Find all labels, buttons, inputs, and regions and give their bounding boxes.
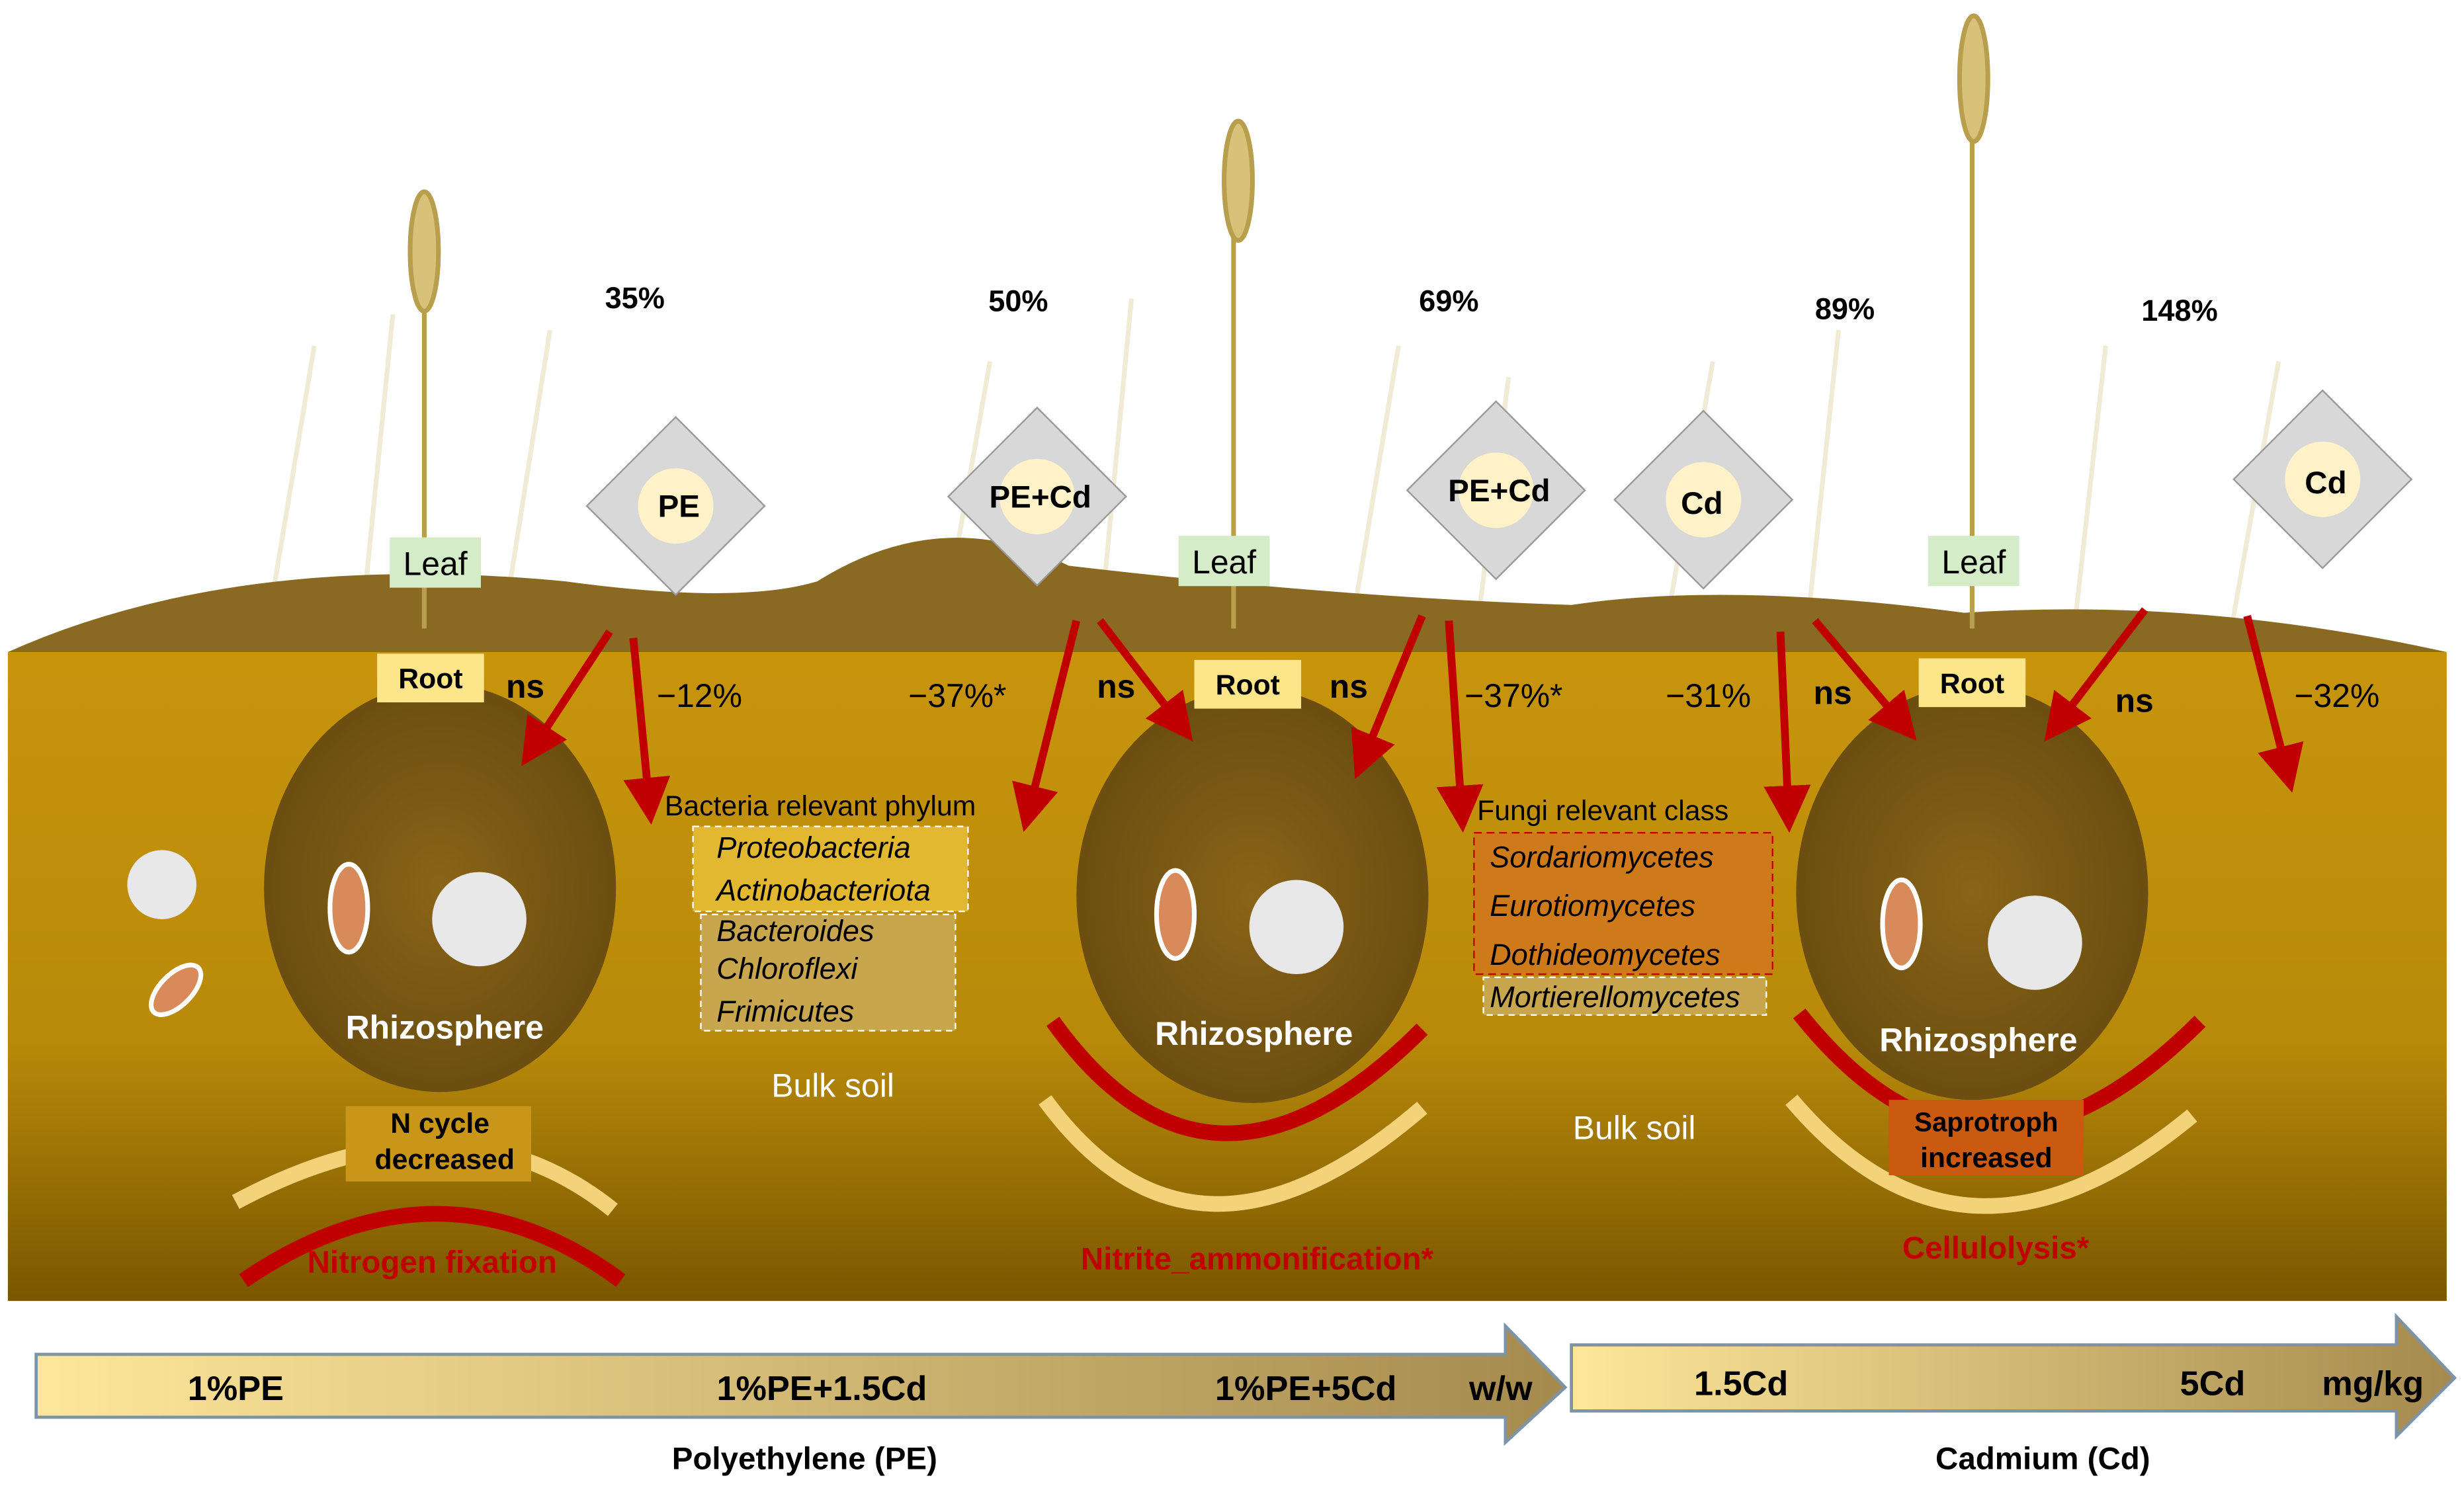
panel-box-line2: decreased [375,1144,515,1176]
pe-axis-title: Polyethylene (PE) [672,1441,937,1476]
fungi-box [1482,976,1767,1016]
effect-label: ns [1097,668,1135,705]
function-label: Nitrogen fixation [308,1245,557,1280]
fungi-item: Eurotiomycetes [1490,889,1695,923]
percent-label: 50% [988,284,1048,318]
panel-box-line1: Saprotroph [1914,1107,2059,1137]
bacteria-item: Actinobacteriota [714,873,931,907]
rhizospheres [127,683,2148,1103]
bacteria-highlight [692,825,969,913]
root-box [377,653,484,703]
bacteria-box [700,913,956,1032]
leaf-box [390,537,481,588]
bacteria-item: Proteobacteria [716,831,910,864]
root-label: Root [398,663,462,695]
cd-axis-title: Cadmium (Cd) [1935,1441,2150,1476]
bacteria-item: Frimicutes [716,994,854,1028]
percent-label: 35% [605,281,665,315]
effect-label: ns [506,668,544,705]
effect-label: ns [1813,674,1851,711]
pe-tick: 1%PE+1.5Cd [716,1370,927,1408]
fungi-item: Sordariomycetes [1490,840,1714,874]
rhizosphere-label: Rhizosphere [1879,1021,2077,1058]
leaf-label: Leaf [1941,544,2006,581]
panel-box-line2: increased [1920,1142,2053,1174]
fungi-item: Dothideomycetes [1490,938,1721,971]
pollutant-label: Cd [2305,466,2346,501]
percent-label: 89% [1815,292,1875,325]
root-box [1194,659,1302,709]
soil-effects: ns −12% −37%* ns ns −37%* −31% ns ns −32… [506,668,2379,719]
effect-label: −37%* [1465,677,1562,714]
percent-label: 148% [2141,294,2217,327]
effect-label: −37%* [908,677,1006,714]
cd-tick: 1.5Cd [1694,1365,1788,1403]
pollutant-cubes [585,389,2413,597]
effect-label: −12% [657,677,742,714]
fungi-item: Mortierellomycetes [1490,980,1740,1014]
rhizosphere-label: Rhizosphere [346,1009,544,1046]
function-label: Nitrite_ammonification* [1081,1242,1434,1277]
pe-unit: w/w [1468,1370,1533,1408]
cd-gradient-arrow [1570,1312,2457,1440]
fungi-highlight [1473,832,1773,975]
pollutant-label: PE+Cd [1448,474,1550,509]
function-label: Cellulolysis* [1902,1231,2090,1266]
percent-label: 69% [1419,284,1478,318]
saprotroph-box [1889,1100,2084,1176]
bacteria-item: Chloroflexi [716,952,859,985]
bacteria-title: Bacteria relevant phylum [665,790,976,822]
pollutant-label: Cd [1681,486,1722,521]
ground-hills [7,538,2447,653]
effect-label: ns [1330,668,1368,705]
panel-box-line1: N cycle [390,1108,489,1139]
pe-tick: 1%PE+5Cd [1215,1370,1396,1408]
rhizosphere-label: Rhizosphere [1155,1015,1353,1052]
bacteria-item: Bacteroides [716,914,874,948]
cycle-arrows [232,1009,2206,1288]
effect-label: −32% [2294,677,2379,714]
n-cycle-box [345,1106,531,1182]
leaf-label: Leaf [404,546,468,583]
pe-tick: 1%PE [188,1370,284,1408]
leaf-label: Leaf [1192,544,1256,581]
root-label: Root [1940,668,2004,700]
cd-unit: mg/kg [2322,1365,2424,1403]
top-percents: 35% 50% 69% 89% 148% [605,281,2218,327]
pollutant-label: PE [658,489,700,524]
fungi-title: Fungi relevant class [1477,795,1728,827]
root-box [1918,658,2026,708]
cd-tick: 5Cd [2180,1365,2246,1403]
effect-label: −31% [1666,677,1751,714]
effect-label: ns [2115,682,2154,719]
bulk-soil-label: Bulk soil [1573,1109,1696,1146]
pollutant-label: PE+Cd [989,479,1091,515]
leaf-box [1928,536,2019,587]
leaf-box [1178,536,1270,587]
effect-arrows [521,607,2304,833]
bulk-soil-label: Bulk soil [771,1067,894,1104]
root-label: Root [1216,669,1280,701]
pe-gradient-arrow [34,1322,1568,1446]
